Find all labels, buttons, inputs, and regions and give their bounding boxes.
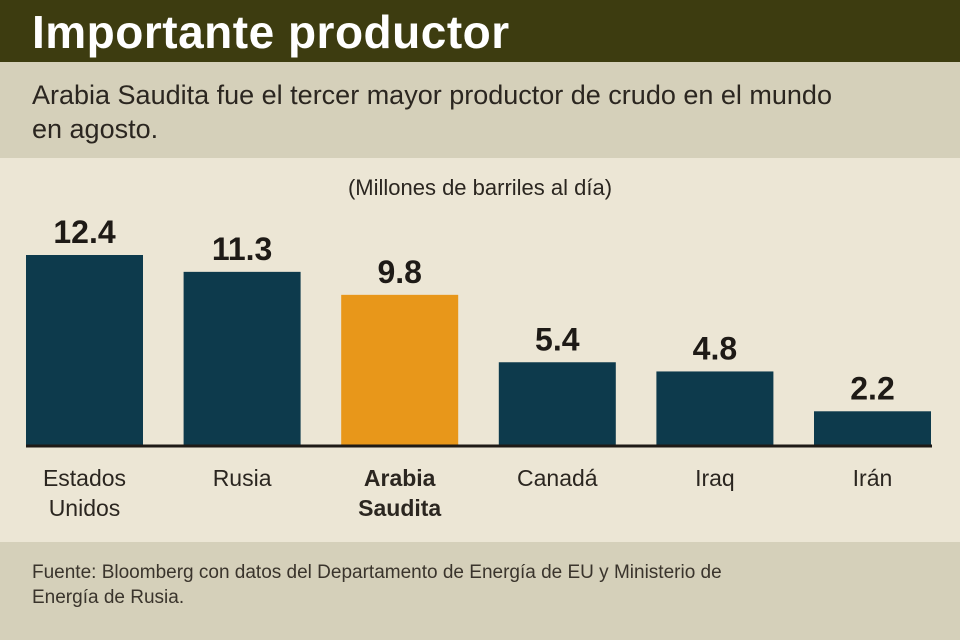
bar-4 <box>656 371 774 445</box>
bar-1 <box>183 271 301 445</box>
value-label-5: 2.2 <box>850 370 894 406</box>
chart-title: Importante productor <box>32 6 510 58</box>
value-label-0: 12.4 <box>53 214 115 250</box>
category-label-2-0: Arabia <box>364 465 436 491</box>
bar-2 <box>341 294 459 445</box>
source-note: Fuente: Bloomberg con datos del Departam… <box>32 562 722 608</box>
units-label: (Millones de barriles al día) <box>347 175 613 200</box>
bar-0 <box>26 255 143 445</box>
category-label-3-0: Canadá <box>517 465 598 491</box>
subtitle-band <box>0 62 960 158</box>
chart-area <box>0 158 960 542</box>
bar-5 <box>814 411 931 445</box>
category-label-0-0: Estados <box>43 465 126 491</box>
bar-3 <box>498 362 616 445</box>
category-label-4-0: Iraq <box>695 465 735 491</box>
category-label-5-0: Irán <box>853 465 893 491</box>
category-label-2-1: Saudita <box>358 495 441 521</box>
value-label-3: 5.4 <box>535 321 580 357</box>
header-bar <box>0 0 960 62</box>
value-label-4: 4.8 <box>693 330 737 366</box>
source-band <box>0 542 960 640</box>
chart-subtitle: Arabia Saudita fue el tercer mayor produ… <box>32 80 832 144</box>
category-label-0-1: Unidos <box>49 495 121 521</box>
value-label-1: 11.3 <box>212 231 273 267</box>
category-label-1-0: Rusia <box>213 465 272 491</box>
value-label-2: 9.8 <box>377 254 421 290</box>
